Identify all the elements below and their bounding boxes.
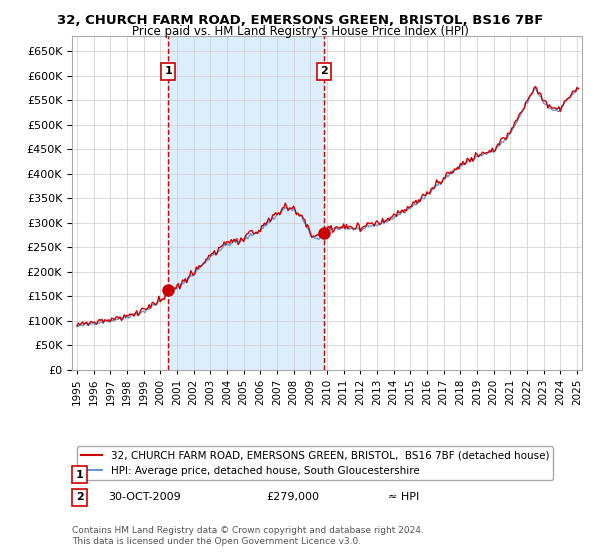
Legend: 32, CHURCH FARM ROAD, EMERSONS GREEN, BRISTOL,  BS16 7BF (detached house), HPI: : 32, CHURCH FARM ROAD, EMERSONS GREEN, BR…: [77, 446, 553, 480]
Text: 2: 2: [76, 492, 83, 502]
Text: Price paid vs. HM Land Registry's House Price Index (HPI): Price paid vs. HM Land Registry's House …: [131, 25, 469, 38]
Text: 32, CHURCH FARM ROAD, EMERSONS GREEN, BRISTOL, BS16 7BF: 32, CHURCH FARM ROAD, EMERSONS GREEN, BR…: [57, 14, 543, 27]
Text: 5% ↑ HPI: 5% ↑ HPI: [388, 469, 440, 479]
Text: 30-OCT-2009: 30-OCT-2009: [108, 492, 181, 502]
Text: 1: 1: [76, 469, 83, 479]
Text: 2: 2: [320, 67, 328, 76]
Text: £162,950: £162,950: [266, 469, 319, 479]
Text: 23-JUN-2000: 23-JUN-2000: [108, 469, 178, 479]
Text: ≈ HPI: ≈ HPI: [388, 492, 419, 502]
Text: 1: 1: [164, 67, 172, 76]
Text: £279,000: £279,000: [266, 492, 319, 502]
Text: Contains HM Land Registry data © Crown copyright and database right 2024.
This d: Contains HM Land Registry data © Crown c…: [72, 526, 424, 545]
Bar: [168, 36, 324, 370]
